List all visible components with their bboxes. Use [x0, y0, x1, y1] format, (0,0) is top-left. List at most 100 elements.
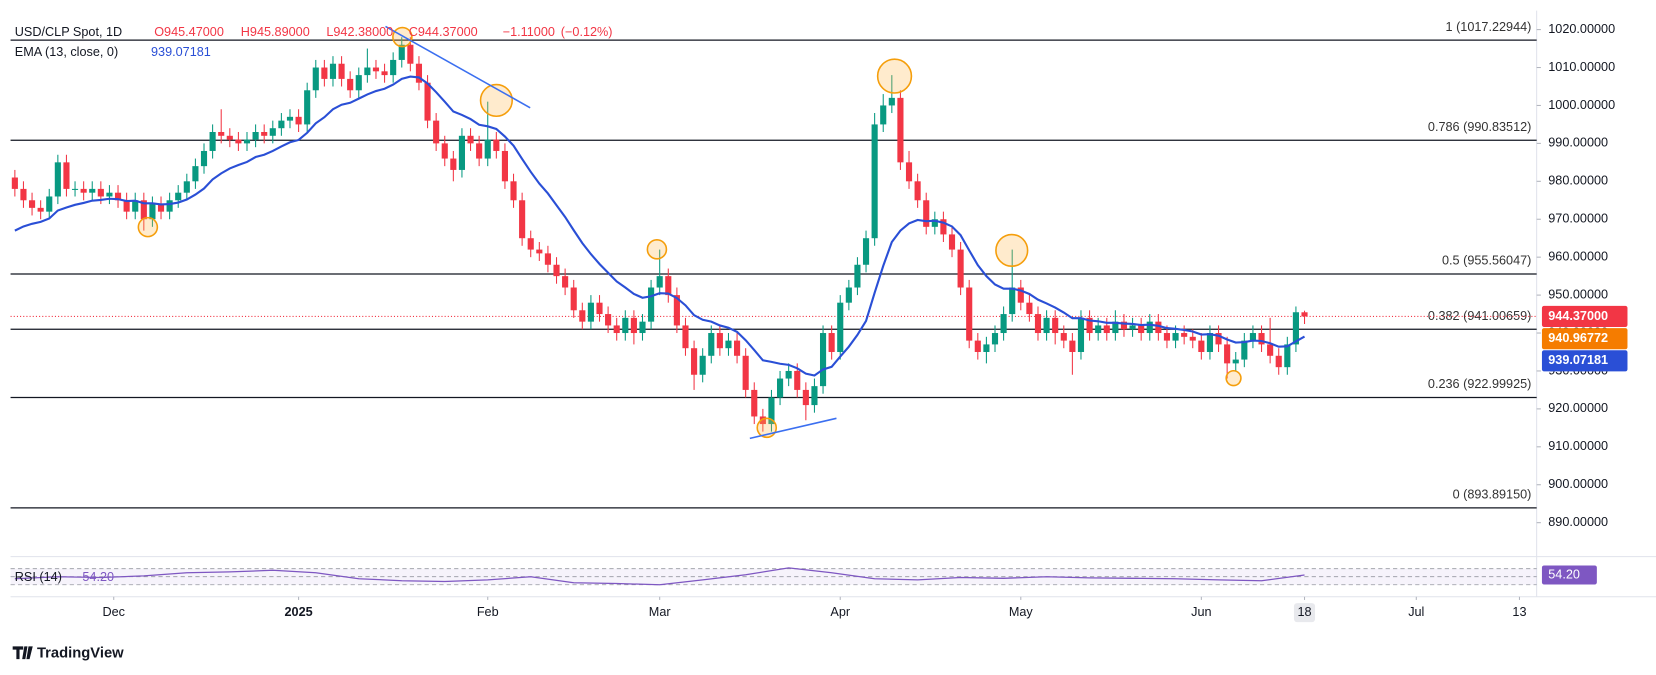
x-tick-label: 2025 — [285, 605, 313, 619]
candle-body — [1292, 312, 1299, 345]
candle-body — [759, 416, 766, 425]
candle-body — [347, 78, 354, 91]
candle-body — [871, 124, 878, 239]
candle-body — [1155, 321, 1162, 334]
candle-body — [37, 207, 44, 212]
x-tick-label: Jul — [1408, 605, 1424, 619]
candle-body — [819, 333, 827, 387]
x-tick-label: 13 — [1512, 605, 1526, 619]
candle-body — [372, 67, 380, 72]
ohlc-low: L942.38000 — [326, 25, 393, 39]
candle-body — [304, 90, 311, 125]
price-box — [1541, 305, 1628, 328]
x-tick-highlight — [1293, 603, 1316, 623]
candle-body — [1017, 287, 1024, 303]
candle-body — [536, 249, 543, 254]
candle-body — [605, 314, 612, 326]
y-tick-label: 890.00000 — [1548, 515, 1608, 529]
x-tick-label: Dec — [102, 605, 125, 619]
rsi-price-box — [1541, 565, 1597, 585]
x-tick-label: Jun — [1191, 605, 1211, 619]
candle-body — [493, 139, 500, 151]
rsi-legend-value: 54.20 — [82, 570, 114, 584]
candle-body — [1026, 302, 1033, 315]
rsi-price-label: 54.20 — [1548, 567, 1580, 581]
candle-body — [837, 302, 844, 352]
candle-body — [252, 132, 259, 140]
candle-body — [54, 162, 61, 197]
x-tick-label: May — [1009, 605, 1034, 619]
candle-body — [544, 253, 551, 265]
candle-body — [923, 200, 930, 227]
candle-body — [114, 192, 122, 201]
y-tick-label: 920.00000 — [1548, 401, 1608, 415]
candle-body — [97, 188, 104, 197]
candle-body — [656, 276, 663, 288]
candle-body — [1198, 340, 1205, 352]
candle-body — [562, 276, 569, 288]
ema-legend-value: 939.07181 — [151, 45, 211, 59]
annotation-circle — [392, 26, 413, 48]
candle-body — [708, 333, 715, 356]
candle-body — [1069, 340, 1076, 352]
symbol-title: USD/CLP Spot, 1D — [15, 25, 122, 39]
y-tick-label: 1010.00000 — [1548, 60, 1615, 74]
rsi-legend: RSI (14) — [15, 570, 62, 584]
candle-body — [329, 63, 337, 79]
candle-body — [1215, 333, 1222, 345]
candle-body — [71, 188, 79, 190]
candle-body — [948, 234, 956, 250]
y-tick-label: 970.00000 — [1548, 212, 1608, 226]
candle-body — [751, 389, 758, 417]
trend-line — [385, 25, 531, 109]
candle-body — [106, 192, 113, 197]
candle-body — [665, 276, 672, 296]
candle-body — [794, 370, 801, 390]
candle-body — [1077, 317, 1085, 352]
candle-body — [11, 177, 18, 189]
y-tick-label: 990.00000 — [1548, 136, 1608, 150]
candle-body — [1232, 359, 1239, 364]
candle-body — [390, 59, 397, 76]
candle-body — [28, 200, 36, 208]
candle-body — [140, 200, 147, 220]
candle-body — [226, 135, 233, 140]
candle-body — [587, 302, 594, 322]
candle-body — [1258, 333, 1265, 345]
candle-body — [931, 219, 938, 227]
candle-body — [1181, 333, 1188, 337]
candle-body — [458, 135, 466, 170]
candle-body — [742, 355, 749, 390]
candle-body — [854, 264, 861, 288]
x-tick-label: 18 — [1297, 605, 1311, 619]
candle-body — [966, 287, 973, 341]
candle-body — [1043, 317, 1050, 334]
fib-label: 0.236 (922.99925) — [1428, 377, 1531, 391]
candle-body — [149, 204, 156, 220]
annotation-circle — [1225, 369, 1242, 387]
candle-body — [63, 162, 70, 189]
ema-line — [14, 75, 1306, 377]
brand: TradingView — [37, 646, 124, 662]
candle-body — [596, 302, 603, 315]
candle-body — [355, 75, 362, 91]
candle-body — [398, 44, 405, 60]
rsi-line — [14, 567, 1305, 586]
candle-body — [381, 71, 388, 76]
candle-body — [639, 321, 646, 334]
candle-body — [424, 82, 431, 121]
candle-body — [716, 333, 723, 349]
candle-body — [1301, 312, 1308, 317]
candle-body — [622, 317, 629, 334]
candle-body — [570, 287, 577, 311]
candle-body — [1095, 325, 1102, 334]
y-tick-label: 980.00000 — [1548, 174, 1608, 188]
x-tick-label: Feb — [477, 605, 499, 619]
fib-label: 1 (1017.22944) — [1446, 20, 1532, 34]
candle-body — [691, 348, 698, 375]
candle-body — [991, 333, 999, 345]
candle-body — [776, 378, 784, 398]
y-tick-label: 1000.00000 — [1548, 98, 1615, 112]
